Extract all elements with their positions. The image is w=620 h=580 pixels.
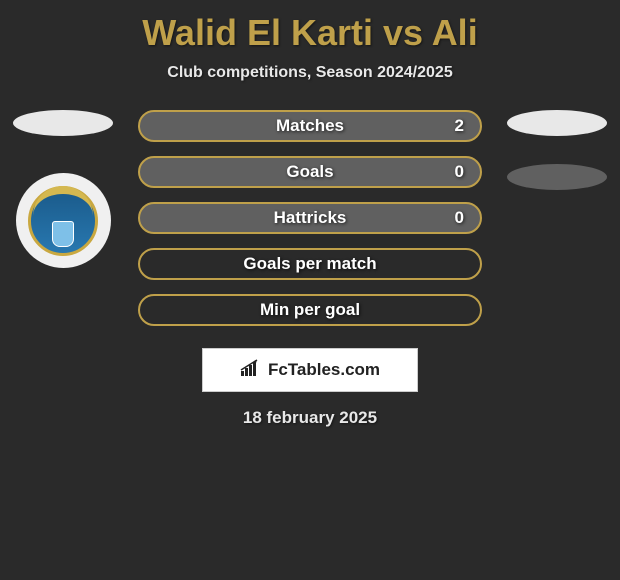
- stat-bar-hattricks: Hattricks 0: [138, 202, 482, 234]
- stat-label: Goals: [286, 162, 333, 182]
- badge-shield-icon: [52, 221, 74, 247]
- stat-bar-goals: Goals 0: [138, 156, 482, 188]
- brand-box[interactable]: FcTables.com: [202, 348, 418, 392]
- right-player-column: [502, 110, 612, 340]
- stat-bar-min-per-goal: Min per goal: [138, 294, 482, 326]
- stat-value: 0: [455, 162, 464, 182]
- stat-label: Min per goal: [260, 300, 360, 320]
- team-badge-inner: [28, 186, 98, 256]
- chart-icon: [240, 359, 262, 382]
- brand-label: FcTables.com: [268, 360, 380, 380]
- badge-arc: [33, 186, 93, 216]
- stat-label: Hattricks: [274, 208, 347, 228]
- left-player-column: [8, 110, 118, 340]
- team-placeholder-right: [507, 164, 607, 190]
- stat-bar-matches: Matches 2: [138, 110, 482, 142]
- player-avatar-left: [13, 110, 113, 136]
- stats-column: Matches 2 Goals 0 Hattricks 0 Goals per …: [118, 110, 502, 340]
- team-badge-left: [16, 173, 111, 268]
- stat-value: 2: [455, 116, 464, 136]
- stat-label: Matches: [276, 116, 344, 136]
- date-text: 18 february 2025: [0, 408, 620, 428]
- stat-bar-goals-per-match: Goals per match: [138, 248, 482, 280]
- stat-label: Goals per match: [243, 254, 376, 274]
- stat-value: 0: [455, 208, 464, 228]
- page-title: Walid El Karti vs Ali: [0, 0, 620, 54]
- page-subtitle: Club competitions, Season 2024/2025: [0, 64, 620, 82]
- content-wrap: Matches 2 Goals 0 Hattricks 0 Goals per …: [0, 110, 620, 340]
- player-avatar-right: [507, 110, 607, 136]
